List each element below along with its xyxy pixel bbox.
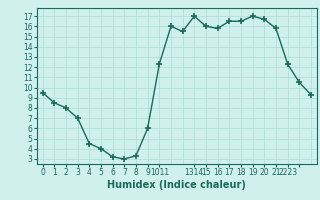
X-axis label: Humidex (Indice chaleur): Humidex (Indice chaleur): [108, 180, 246, 190]
